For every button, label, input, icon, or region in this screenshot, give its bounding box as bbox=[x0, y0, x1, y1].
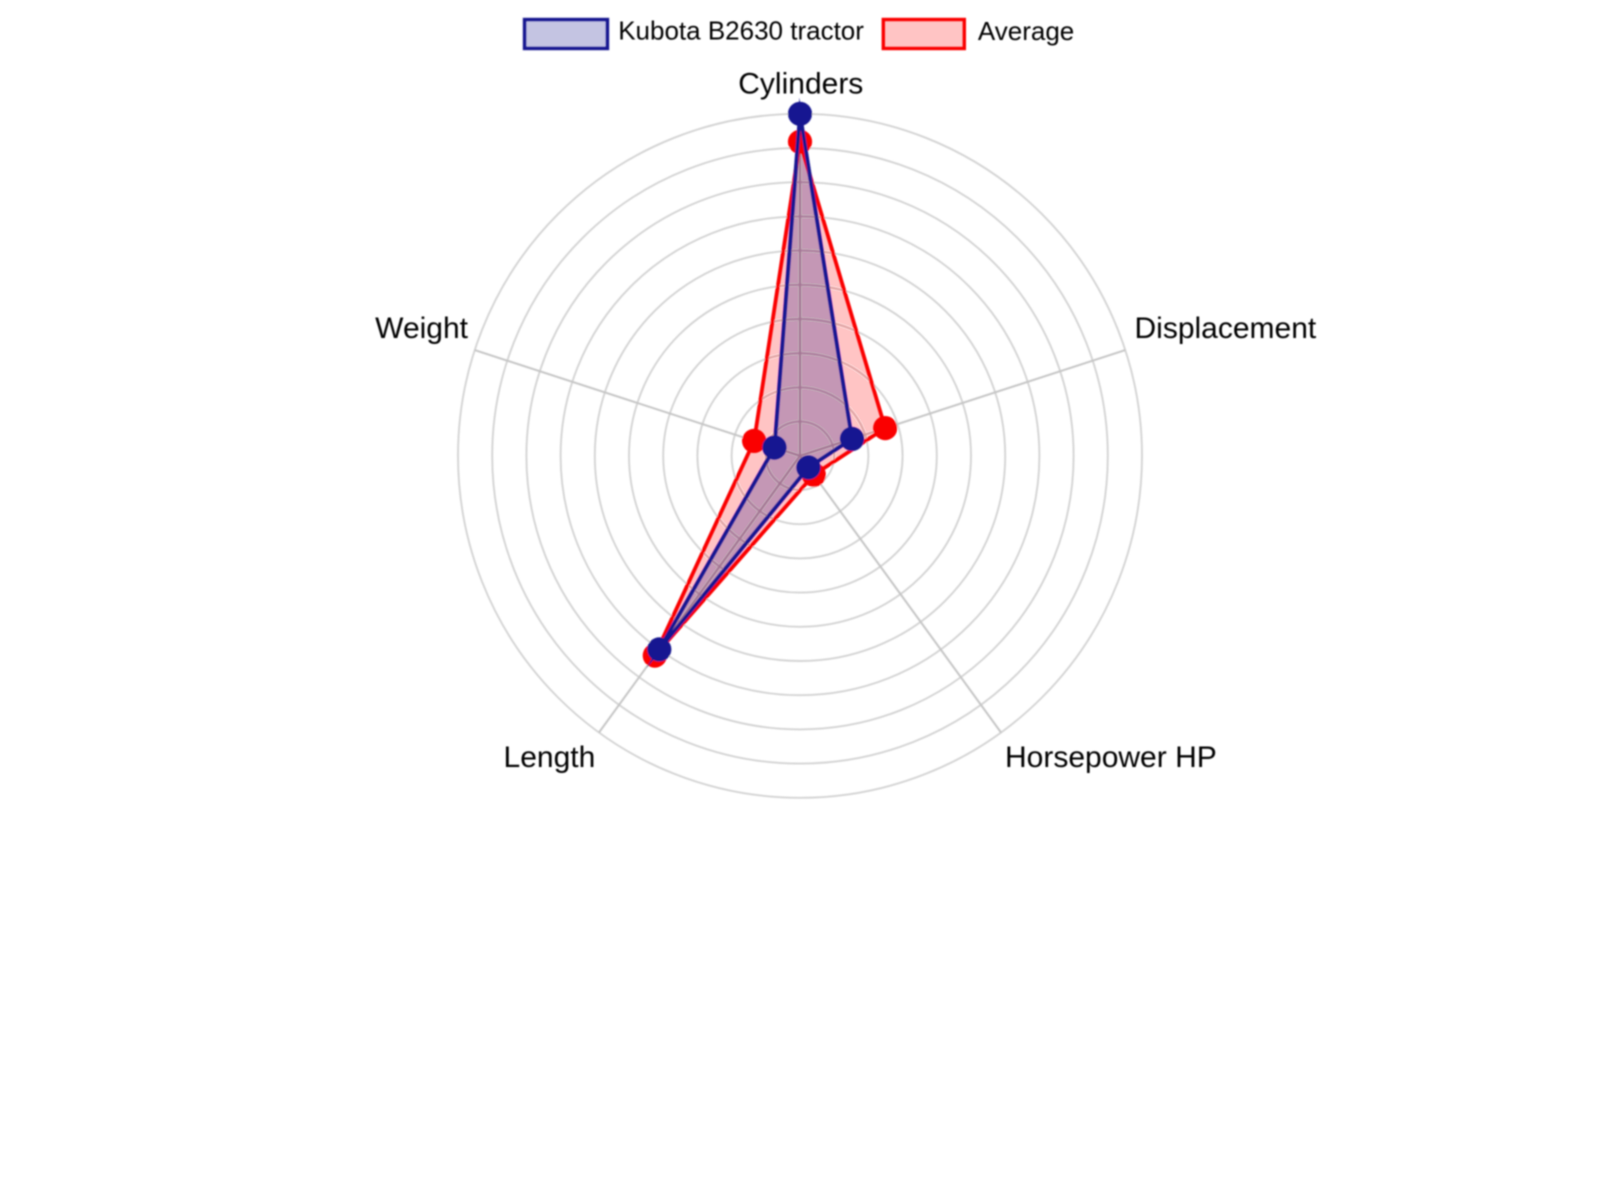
svg-text:Displacement: Displacement bbox=[1135, 312, 1317, 345]
svg-text:Weight: Weight bbox=[375, 312, 468, 345]
svg-text:Cylinders: Cylinders bbox=[738, 67, 863, 100]
svg-text:Kubota B2630 tractor: Kubota B2630 tractor bbox=[618, 15, 864, 45]
svg-text:Horsepower HP: Horsepower HP bbox=[1005, 741, 1217, 774]
svg-text:Length: Length bbox=[504, 741, 596, 774]
svg-text:Average: Average bbox=[978, 16, 1074, 46]
